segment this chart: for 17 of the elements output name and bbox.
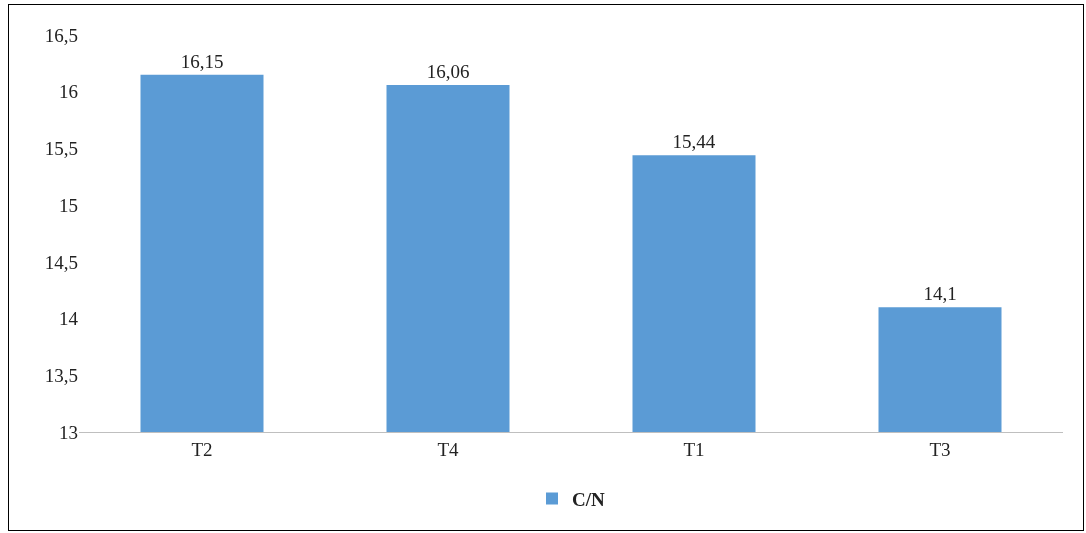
y-tick-label: 15,5: [44, 138, 78, 160]
y-tick-label: 14: [59, 308, 79, 330]
y-tick-label: 13: [59, 421, 78, 443]
x-tick-label: T4: [437, 438, 460, 460]
data-label: 16,06: [426, 60, 470, 82]
x-tick-label: T1: [683, 438, 705, 460]
data-label: 14,1: [923, 283, 957, 305]
legend-label: C/N: [572, 488, 605, 510]
data-label: 15,44: [672, 131, 716, 153]
x-tick-label: T3: [929, 438, 951, 460]
data-label: 16,15: [180, 50, 224, 72]
y-tick-label: 16: [59, 81, 78, 103]
y-tick-label: 13,5: [44, 364, 78, 386]
x-tick-label: T2: [191, 438, 213, 460]
y-tick-label: 16,5: [44, 24, 78, 46]
y-tick-label: 14,5: [44, 251, 78, 273]
y-tick-label: 15: [59, 194, 78, 216]
